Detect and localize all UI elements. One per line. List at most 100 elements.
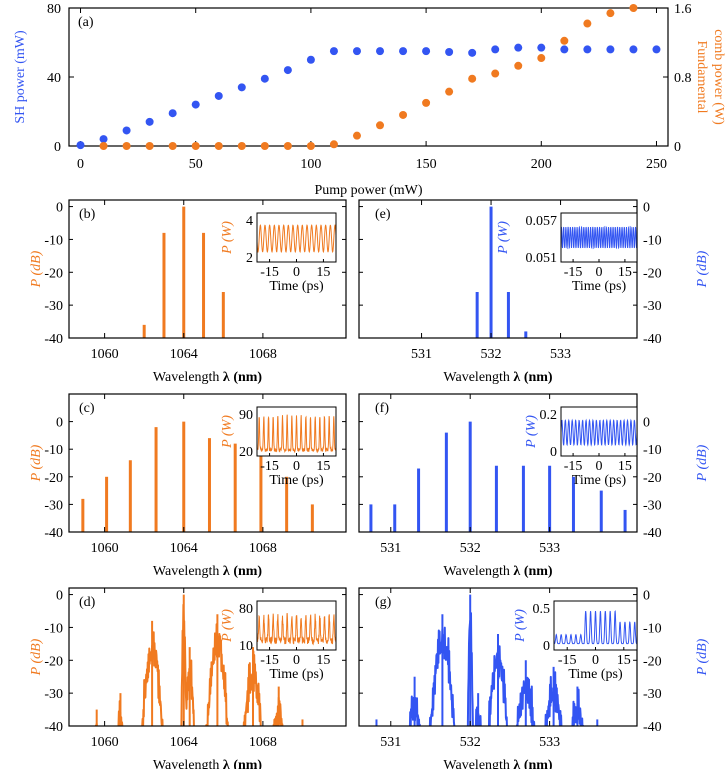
inset-x-axis-label: Time (ps) (572, 473, 627, 488)
inset-x-tick-label: 15 (618, 265, 632, 280)
chart-a: 0 50 100 150 200 250 0 40 80 0 0.8 1.6 (a) Pump power… (13, 2, 726, 198)
y-tick-label: -20 (643, 654, 662, 669)
fundamental-power-point (537, 54, 546, 63)
sh-power-point (399, 47, 408, 56)
fundamental-power-point (468, 74, 477, 83)
sh-power-point (376, 47, 385, 56)
x-tick-label: 532 (460, 541, 481, 556)
fundamental-power-point (168, 142, 177, 150)
chart-f: 531 532 533 0 -10 -20 -30 -40 (f) Wavelength λ (n… (358, 393, 710, 579)
y-right-axis-label-line2: comb power (W) (711, 29, 726, 125)
x-tick-label: 533 (539, 735, 560, 750)
x-axis-label-symbol: λ (223, 758, 230, 769)
sh-power-point (652, 45, 661, 54)
x-tick-label: 531 (380, 735, 401, 750)
inset-x-tick-label: 0 (596, 459, 603, 474)
y-left-axis-label: SH power (mW) (13, 30, 28, 124)
sh-power-point (260, 74, 269, 83)
x-tick-label: 1060 (91, 347, 119, 362)
data-layer-e (475, 206, 528, 338)
fundamental-power-point (352, 131, 361, 140)
inset-y-axis-label: P (W) (496, 221, 511, 255)
data-layer-g (375, 594, 599, 726)
inset-x-axis-label: Time (ps) (568, 667, 623, 682)
x-tick-label: 533 (539, 541, 560, 556)
inset-y-tick-label: 0.057 (526, 214, 558, 229)
inset-y-axis-label: P (W) (220, 415, 235, 449)
x-tick-label: 50 (189, 157, 203, 172)
x-tick-label: 532 (460, 735, 481, 750)
sh-power-point (283, 66, 292, 75)
panel-label: (d) (79, 595, 96, 610)
fundamental-power-point (260, 142, 269, 150)
x-tick-label: 531 (380, 541, 401, 556)
panel-label: (g) (375, 595, 392, 610)
x-tick-label: 1068 (249, 541, 277, 556)
y-tick-label: -40 (44, 720, 63, 735)
x-tick-label: 1068 (249, 347, 277, 362)
y-tick-label: 0 (56, 201, 63, 216)
fundamental-power-point (191, 142, 200, 150)
x-tick-label: 250 (646, 157, 667, 172)
x-axis-label-unit: (nm) (230, 370, 263, 385)
data-layer-d (94, 594, 304, 726)
inset-x-axis-label: Time (ps) (269, 279, 324, 294)
data-layer-b (142, 206, 225, 338)
fundamental-power-point (237, 142, 246, 150)
x-axis-label-symbol: λ (513, 564, 520, 579)
x-axis-label-text: Wavelength (153, 370, 223, 385)
fundamental-power-point (306, 142, 315, 150)
x-tick-label: 531 (411, 347, 432, 362)
x-axis-label-unit: (nm) (520, 370, 553, 385)
y-right-axis-label-line1: Fundamental (694, 40, 709, 113)
inset-x-tick-label: 0 (293, 459, 300, 474)
x-tick-label: 0 (77, 157, 84, 172)
sh-power-point (191, 100, 200, 109)
x-axis-label-text: Wavelength (443, 564, 513, 579)
y-tick-label: -40 (44, 526, 63, 541)
x-axis-label-symbol: λ (223, 564, 230, 579)
sh-power-point (491, 45, 500, 54)
panel-label: (f) (375, 401, 389, 416)
x-axis-label-unit: (nm) (520, 564, 553, 579)
inset-x-tick-label: -15 (260, 653, 279, 668)
x-tick-label: 1064 (170, 735, 198, 750)
y-axis-label: P (dB) (29, 638, 44, 676)
x-tick-label: 533 (550, 347, 571, 362)
chart-d: 1060 1064 1068 0 -10 -20 -30 -40 (d) Wavelength λ… (29, 587, 347, 769)
chart-e: 531 532 533 0 -10 -20 -30 -40 (e) Wavelength λ (n… (358, 199, 710, 385)
inset-x-tick-label: -15 (558, 653, 577, 668)
inset-y-tick-label: 4 (246, 214, 253, 229)
y-tick-label: -10 (44, 233, 63, 248)
x-axis-label-symbol: λ (223, 370, 230, 385)
x-axis-label-unit: (nm) (230, 564, 263, 579)
y-tick-label: -10 (643, 621, 662, 636)
inset-waveform (560, 418, 638, 447)
y-tick-label: -20 (44, 471, 63, 486)
plot-frame-a (68, 7, 669, 147)
fundamental-power-point (629, 4, 638, 12)
fundamental-power-point (329, 140, 338, 149)
chart-b: 1060 1064 1068 0 -10 -20 -30 -40 (b) Wavelength λ… (29, 199, 347, 385)
inset-x-tick-label: 0 (592, 653, 599, 668)
y-tick-label: -30 (44, 687, 63, 702)
plot-frame-c (68, 393, 347, 533)
plot-frame-f (358, 393, 638, 533)
inset-d: -15 0 15 80 10 Time (ps) P (W) (220, 600, 337, 682)
y-tick-label: -10 (44, 621, 63, 636)
x-axis-label-unit: (nm) (230, 758, 263, 769)
sh-power-point (306, 55, 315, 64)
x-tick-label: 1064 (170, 541, 198, 556)
x-axis-label-text: Wavelength (153, 564, 223, 579)
sh-power-point (122, 126, 131, 135)
inset-y-axis-label: P (W) (220, 609, 235, 643)
y-tick-label: 0 (56, 589, 63, 604)
inset-waveform (256, 613, 337, 646)
inset-c: -15 0 15 90 20 Time (ps) P (W) (220, 406, 337, 488)
inset-x-tick-label: -15 (260, 459, 279, 474)
sh-power-point (560, 45, 569, 54)
y-tick-label: -30 (643, 299, 662, 314)
sh-power-point (606, 45, 615, 54)
